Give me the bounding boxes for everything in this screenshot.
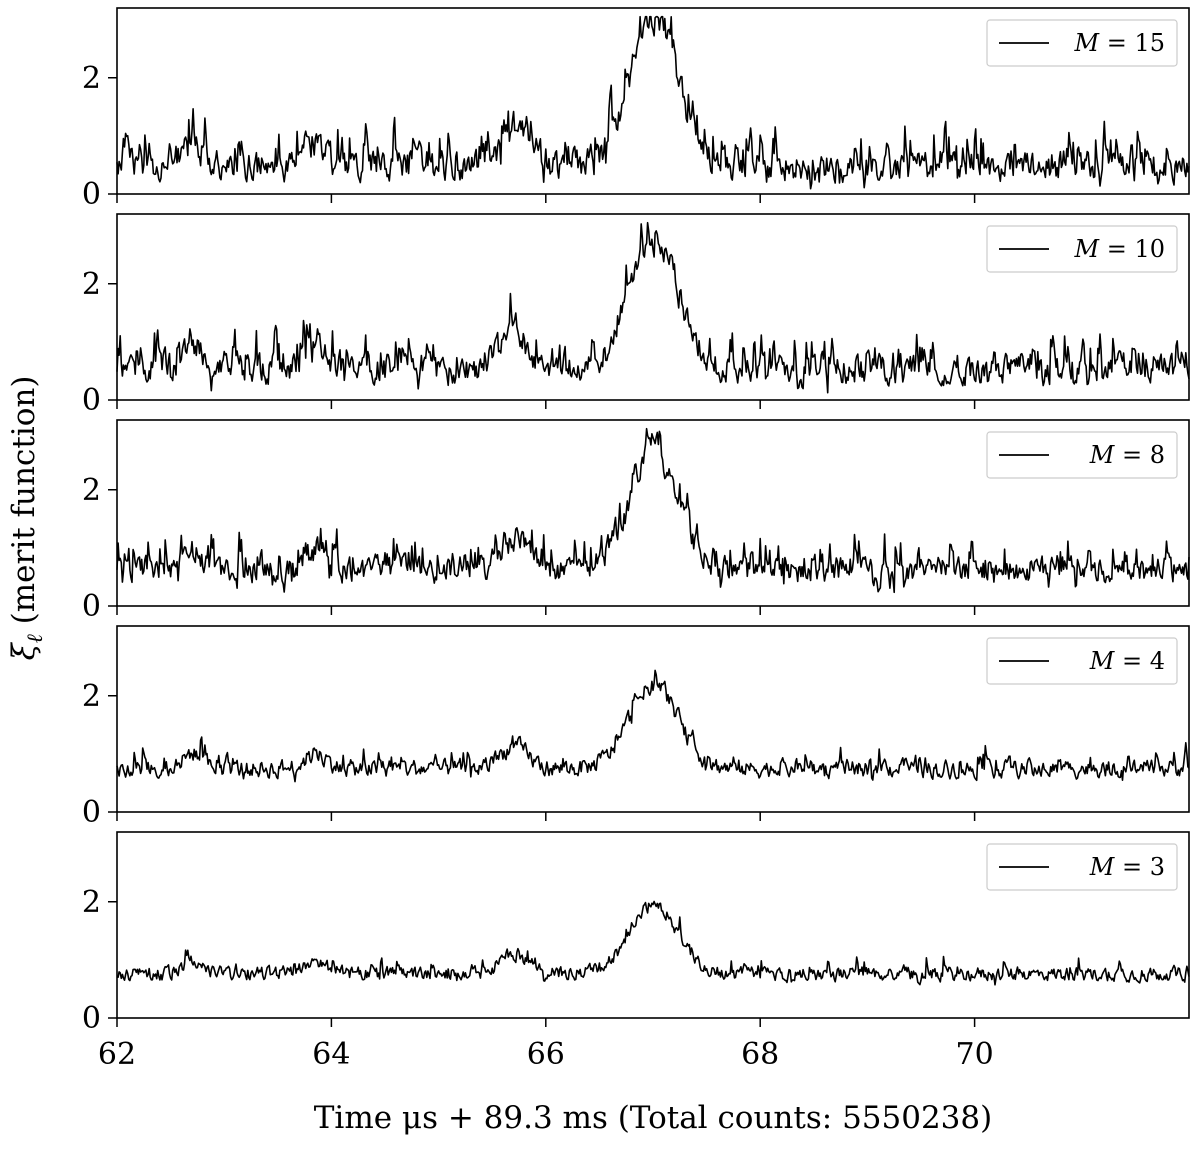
- legend-box: [986, 843, 1178, 891]
- series-line-m3: [116, 900, 1190, 986]
- legend-box: [986, 19, 1178, 67]
- legend-value: = 3: [1122, 853, 1165, 881]
- x-tick-labels: 62 64 66 68 70: [98, 1037, 994, 1072]
- panel-frame: [116, 7, 1190, 195]
- panel-frame: [116, 213, 1190, 401]
- panels-layer: 0 2 M = 15 0 2 M = 10 0 2 M = 8 0 2 M = 4 0 2 M = 3: [82, 7, 1190, 1036]
- legend-variable: M: [1089, 647, 1122, 675]
- x-tick-label: 64: [312, 1037, 350, 1072]
- series-line-m4: [116, 669, 1190, 783]
- legend-box: [986, 431, 1178, 479]
- legend: M = 8: [986, 431, 1178, 479]
- legend-variable: M: [1089, 853, 1122, 881]
- legend: M = 15: [986, 19, 1178, 67]
- y-axis-subscript: ℓ: [23, 633, 48, 643]
- legend-label: M = 15: [1074, 29, 1165, 57]
- legend: M = 10: [986, 225, 1178, 273]
- panel-frame: [116, 625, 1190, 813]
- y-axis-text: (merit function): [6, 376, 42, 635]
- y-tick-label: 2: [82, 885, 101, 920]
- y-tick-label: 2: [82, 473, 101, 508]
- series-line-m10: [116, 221, 1190, 394]
- legend-box: [986, 225, 1178, 273]
- legend-variable: M: [1074, 29, 1107, 57]
- legend-label: M = 3: [1089, 853, 1165, 881]
- y-axis-label: ξℓ (merit function): [6, 376, 48, 661]
- panel-frame: [116, 831, 1190, 1019]
- legend-variable: M: [1074, 235, 1107, 263]
- y-tick-label: 2: [82, 61, 101, 96]
- legend-variable: M: [1089, 441, 1122, 469]
- legend-box: [986, 637, 1178, 685]
- legend: M = 4: [986, 637, 1178, 685]
- panel-4: 0 2 M = 4: [82, 625, 1190, 830]
- y-tick-label: 0: [82, 177, 101, 212]
- y-tick-label: 2: [82, 267, 101, 302]
- x-tick-label: 68: [741, 1037, 779, 1072]
- panel-5: 0 2 M = 3: [82, 831, 1190, 1036]
- legend: M = 3: [986, 843, 1178, 891]
- legend-value: = 10: [1107, 235, 1165, 263]
- x-tick-label: 62: [98, 1037, 136, 1072]
- series-line-m15: [116, 15, 1190, 190]
- y-tick-label: 2: [82, 679, 101, 714]
- legend-value: = 8: [1122, 441, 1165, 469]
- panel-1: 0 2 M = 15: [82, 7, 1190, 212]
- y-axis-symbol: ξ: [6, 641, 42, 660]
- legend-value: = 15: [1107, 29, 1165, 57]
- series-line-m8: [116, 427, 1190, 594]
- legend-label: M = 8: [1089, 441, 1165, 469]
- panel-frame: [116, 419, 1190, 607]
- legend-value: = 4: [1122, 647, 1165, 675]
- panel-3: 0 2 M = 8: [82, 419, 1190, 624]
- y-tick-label: 0: [82, 1001, 101, 1036]
- panel-2: 0 2 M = 10: [82, 213, 1190, 418]
- y-tick-label: 0: [82, 795, 101, 830]
- y-tick-label: 0: [82, 383, 101, 418]
- legend-label: M = 10: [1074, 235, 1165, 263]
- x-axis-label: Time μs + 89.3 ms (Total counts: 5550238…: [314, 1100, 992, 1136]
- x-tick-label: 66: [527, 1037, 565, 1072]
- legend-label: M = 4: [1089, 647, 1165, 675]
- y-tick-label: 0: [82, 589, 101, 624]
- x-tick-label: 70: [956, 1037, 994, 1072]
